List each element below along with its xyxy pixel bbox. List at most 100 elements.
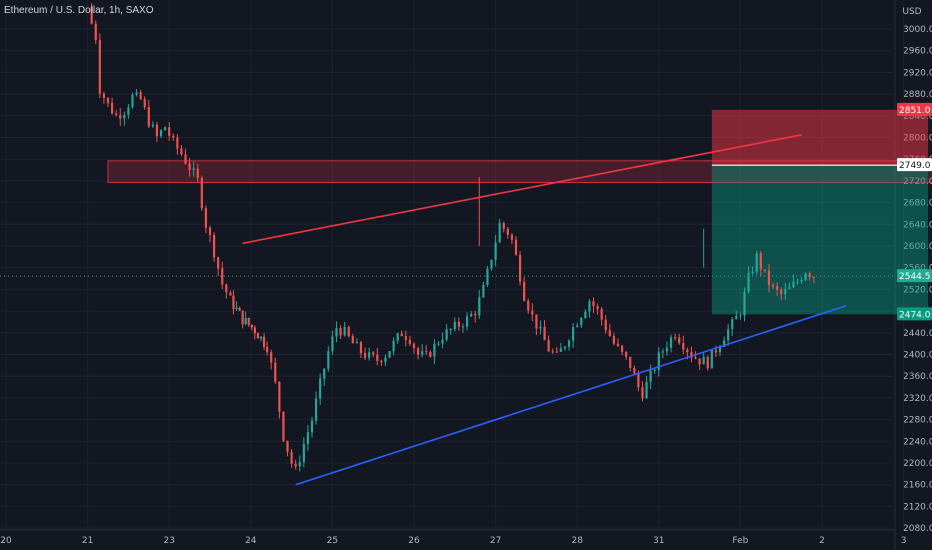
candle-body (335, 328, 338, 337)
candle-body (559, 348, 562, 352)
candle-body (290, 451, 293, 464)
candle-body (669, 337, 673, 348)
candle-body (359, 342, 363, 354)
candle-body (629, 356, 632, 368)
candle-body (523, 281, 526, 301)
price-badge (897, 307, 932, 321)
candle-body (714, 349, 718, 353)
candle-body (115, 113, 118, 116)
candle-body (539, 326, 542, 329)
candle-body (331, 336, 334, 352)
candle-body (404, 336, 407, 340)
x-tick-label: 25 (327, 536, 338, 546)
candle-body (576, 325, 579, 327)
candle-body (474, 313, 477, 316)
candle-body (567, 340, 571, 347)
y-tick-label: 2400.0 (903, 351, 932, 361)
candle-body (392, 340, 395, 352)
candle-body (747, 272, 750, 292)
candle-body (416, 348, 420, 355)
candle-body (388, 351, 391, 358)
candle-body (106, 97, 110, 104)
candle-body (259, 336, 263, 339)
price-badge (897, 269, 932, 283)
candle-body (282, 411, 285, 441)
candle-body (151, 124, 154, 127)
candle-body (518, 254, 522, 282)
candle-body (412, 343, 416, 349)
candle-body (706, 356, 709, 369)
candle-body (159, 130, 163, 137)
candle-body (580, 318, 583, 326)
candles (90, 3, 815, 472)
price-badge (897, 158, 932, 172)
candle-body (294, 463, 297, 467)
candle-body (437, 343, 440, 345)
candle-body (498, 222, 501, 243)
candle-body (555, 351, 558, 353)
candle-body (98, 40, 101, 94)
candle-body (155, 124, 159, 137)
candle-body (612, 335, 616, 344)
y-tick-label: 2160.0 (903, 481, 932, 491)
y-tick-label: 2880.0 (903, 90, 932, 100)
x-tick-label: 23 (163, 536, 174, 546)
candle-body (221, 268, 224, 285)
candle-body (425, 351, 428, 353)
candle-body (625, 351, 628, 357)
candle-body (641, 387, 644, 399)
candle-body (510, 234, 514, 240)
candle-body (665, 347, 669, 352)
candle-body (637, 373, 640, 388)
candle-body (188, 163, 191, 171)
candle-body (633, 367, 636, 374)
candle-body (90, 7, 93, 24)
y-tick-label: 2960.0 (903, 47, 932, 57)
candle-body (788, 287, 791, 290)
candle-body (302, 444, 305, 463)
candle-body (314, 398, 318, 421)
candle-body (368, 352, 371, 358)
candle-body (506, 228, 509, 235)
candle-body (543, 326, 546, 341)
x-tick-label: 24 (245, 536, 257, 546)
price-badge-label: 2474.0 (899, 310, 931, 320)
candle-body (380, 360, 383, 363)
candle-body (461, 326, 465, 328)
candle-body (355, 342, 358, 344)
candle-body (596, 306, 599, 310)
candle-body (131, 94, 134, 108)
candle-body (429, 351, 432, 357)
price-badge-label: 2749.0 (899, 161, 931, 171)
candle-body (172, 135, 175, 138)
candle-body (204, 208, 208, 228)
candle-body (600, 309, 603, 320)
candle-body (743, 291, 746, 316)
x-tick-label: 28 (571, 536, 583, 546)
candle-body (278, 381, 281, 412)
candle-body (238, 307, 241, 311)
candle-body (486, 268, 489, 286)
candle-body (608, 330, 611, 336)
price-badge (897, 102, 932, 116)
candle-body (482, 285, 485, 298)
x-tick-label: Feb (732, 536, 748, 546)
y-tick-label: 2320.0 (903, 394, 932, 404)
stop-loss-zone (711, 109, 929, 166)
candle-body (527, 300, 530, 311)
supply-zone (107, 160, 932, 184)
candle-body (780, 289, 783, 295)
candle-body (547, 340, 550, 352)
candle-body (306, 432, 310, 445)
candle-body (139, 92, 142, 99)
x-tick-label: 2 (819, 536, 825, 546)
candle-body (196, 168, 199, 178)
candle-body (731, 319, 734, 330)
candle-body (135, 92, 138, 95)
candle-body (119, 115, 122, 119)
candle-body (244, 318, 247, 325)
x-tick-label: 26 (408, 536, 420, 546)
candle-body (657, 352, 660, 370)
